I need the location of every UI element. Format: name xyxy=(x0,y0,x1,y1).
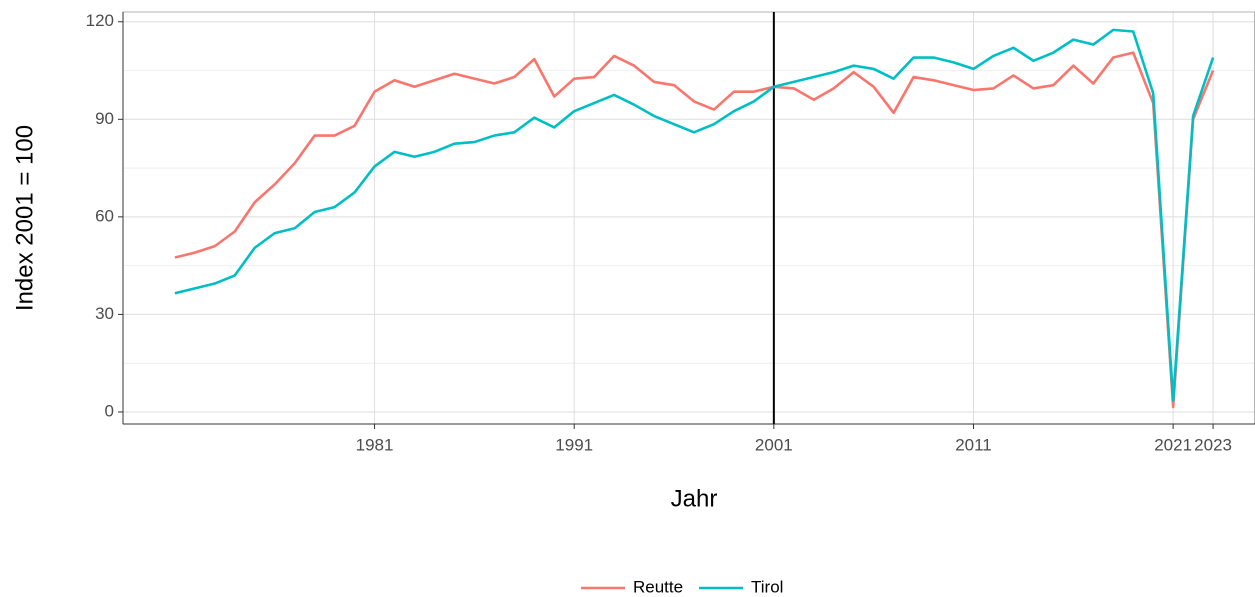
y-tick-label: 0 xyxy=(105,401,114,420)
y-tick-label: 120 xyxy=(86,11,114,30)
panel-border xyxy=(122,11,1255,425)
y-tick-label: 90 xyxy=(95,109,114,128)
x-tick-label: 2021 xyxy=(1154,435,1192,454)
x-tick-label: 2011 xyxy=(955,435,992,454)
line-series xyxy=(174,51,1215,409)
legend-label: Reutte xyxy=(633,577,683,596)
y-tick-label: 30 xyxy=(95,304,114,323)
x-tick-label: 1981 xyxy=(356,435,394,454)
legend-label: Tirol xyxy=(751,577,783,596)
x-tick-label: 2001 xyxy=(755,435,793,454)
x-axis-title: Jahr xyxy=(671,485,718,512)
x-tick-label: 2023 xyxy=(1194,435,1232,454)
line-series xyxy=(174,28,1215,402)
y-axis-title: Index 2001 = 100 xyxy=(11,125,38,311)
x-tick-label: 1991 xyxy=(555,435,593,454)
y-tick-label: 60 xyxy=(95,206,114,225)
